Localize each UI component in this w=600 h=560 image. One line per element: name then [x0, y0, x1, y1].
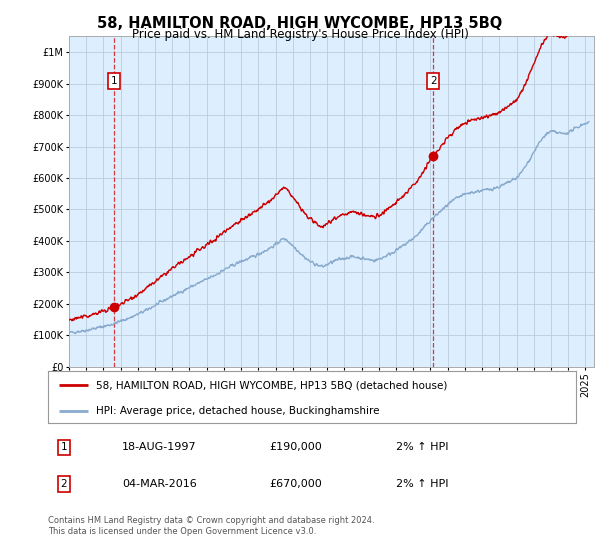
Text: 1: 1 — [61, 442, 67, 452]
Text: HPI: Average price, detached house, Buckinghamshire: HPI: Average price, detached house, Buck… — [95, 407, 379, 417]
Text: 2% ↑ HPI: 2% ↑ HPI — [397, 479, 449, 489]
Text: 1: 1 — [111, 76, 118, 86]
Text: Price paid vs. HM Land Registry's House Price Index (HPI): Price paid vs. HM Land Registry's House … — [131, 28, 469, 41]
Text: 2: 2 — [61, 479, 67, 489]
Text: 58, HAMILTON ROAD, HIGH WYCOMBE, HP13 5BQ: 58, HAMILTON ROAD, HIGH WYCOMBE, HP13 5B… — [97, 16, 503, 31]
Text: £190,000: £190,000 — [270, 442, 323, 452]
Text: 2: 2 — [430, 76, 437, 86]
Text: 04-MAR-2016: 04-MAR-2016 — [122, 479, 197, 489]
Text: 18-AUG-1997: 18-AUG-1997 — [122, 442, 197, 452]
Text: Contains HM Land Registry data © Crown copyright and database right 2024.
This d: Contains HM Land Registry data © Crown c… — [48, 516, 374, 536]
Text: 58, HAMILTON ROAD, HIGH WYCOMBE, HP13 5BQ (detached house): 58, HAMILTON ROAD, HIGH WYCOMBE, HP13 5B… — [95, 380, 447, 390]
Text: 2% ↑ HPI: 2% ↑ HPI — [397, 442, 449, 452]
Text: £670,000: £670,000 — [270, 479, 323, 489]
